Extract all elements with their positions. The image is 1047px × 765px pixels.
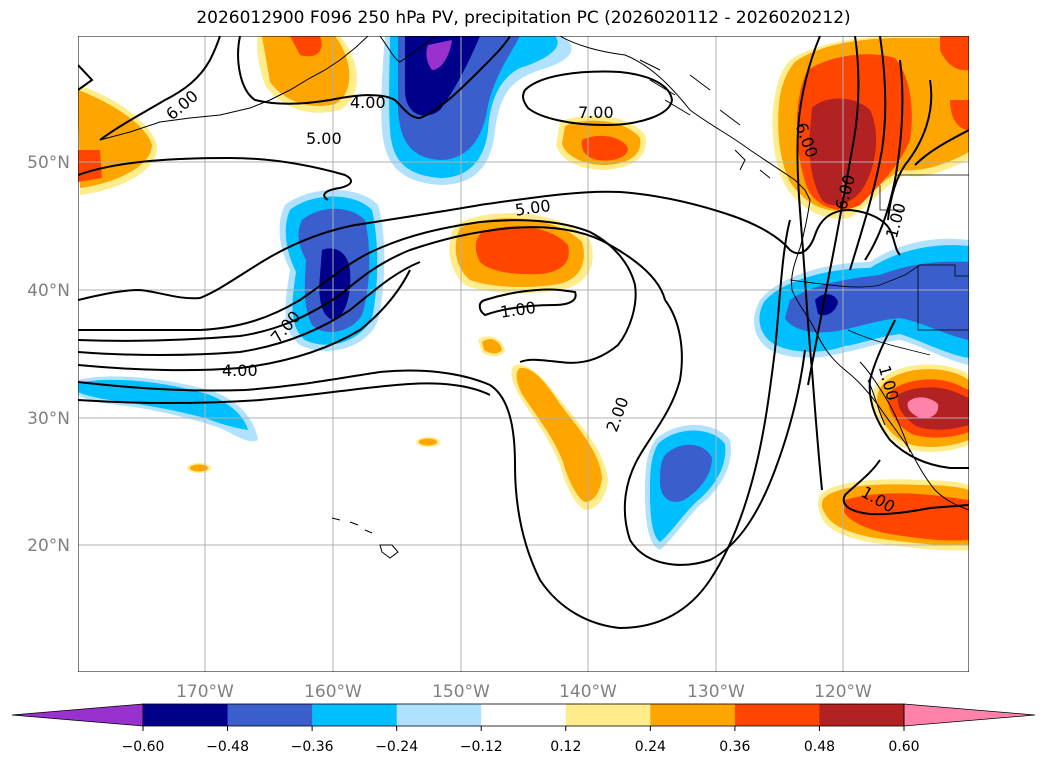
colorbar-swatch (650, 704, 736, 726)
colorbar-tick-label: 0.36 (719, 739, 750, 755)
colorbar-swatch (734, 704, 820, 726)
colorbar-extend-max (903, 703, 1036, 727)
lon-label: 120°W (814, 682, 872, 702)
colorbar-tick-label: 0.24 (635, 739, 666, 755)
colorbar-swatch (819, 704, 905, 726)
colorbar-tick-label: −0.12 (460, 739, 503, 755)
colorbar-swatch (396, 704, 482, 726)
pv-label: 5.00 (514, 196, 552, 220)
lon-label: 160°W (304, 682, 362, 702)
pv-label: 4.00 (222, 361, 258, 380)
colorbar-tick-label: 0.48 (804, 739, 835, 755)
lon-label: 170°W (176, 682, 234, 702)
lon-axis-labels: 170°W 160°W 150°W 140°W 130°W 120°W (176, 682, 872, 702)
colorbar-tick-label: −0.60 (122, 739, 165, 755)
colorbar-swatch (227, 704, 313, 726)
lon-label: 130°W (687, 682, 745, 702)
pv-label: 7.00 (578, 103, 614, 122)
colorbar-swatch (565, 704, 651, 726)
precip-shading (78, 36, 969, 551)
colorbar-tick-label: 0.60 (888, 739, 919, 755)
colorbar: −0.60 −0.48 −0.36 −0.24 −0.12 0.12 0.24 0.36 0.4… (11, 703, 1036, 755)
lat-axis-labels: 50°N 40°N 30°N 20°N (27, 153, 70, 556)
pv-label: 1.00 (499, 298, 537, 322)
pv-label: 4.00 (350, 93, 386, 112)
colorbar-extend-min (11, 703, 144, 727)
lat-label: 40°N (27, 281, 70, 301)
lat-label: 20°N (27, 536, 70, 556)
lon-label: 150°W (432, 682, 490, 702)
colorbar-tick-label: −0.48 (206, 739, 249, 755)
lat-label: 30°N (27, 409, 70, 429)
colorbar-swatch (143, 704, 229, 726)
colorbar-swatch (312, 704, 398, 726)
lat-label: 50°N (27, 153, 70, 173)
lon-label: 140°W (559, 682, 617, 702)
pv-contours (78, 36, 969, 630)
pv-label: 5.00 (306, 129, 342, 148)
colorbar-tick-label: 0.12 (550, 739, 581, 755)
colorbar-tick-label: −0.36 (291, 739, 334, 755)
map-plot-area: 6.00 4.00 7.00 5.00 6.00 5.00 1.00 7.00 … (78, 36, 969, 672)
colorbar-outline (142, 703, 905, 727)
colorbar-swatch (481, 704, 567, 726)
colorbar-tick-label: −0.24 (375, 739, 418, 755)
map-title: 2026012900 F096 250 hPa PV, precipitatio… (196, 8, 851, 28)
